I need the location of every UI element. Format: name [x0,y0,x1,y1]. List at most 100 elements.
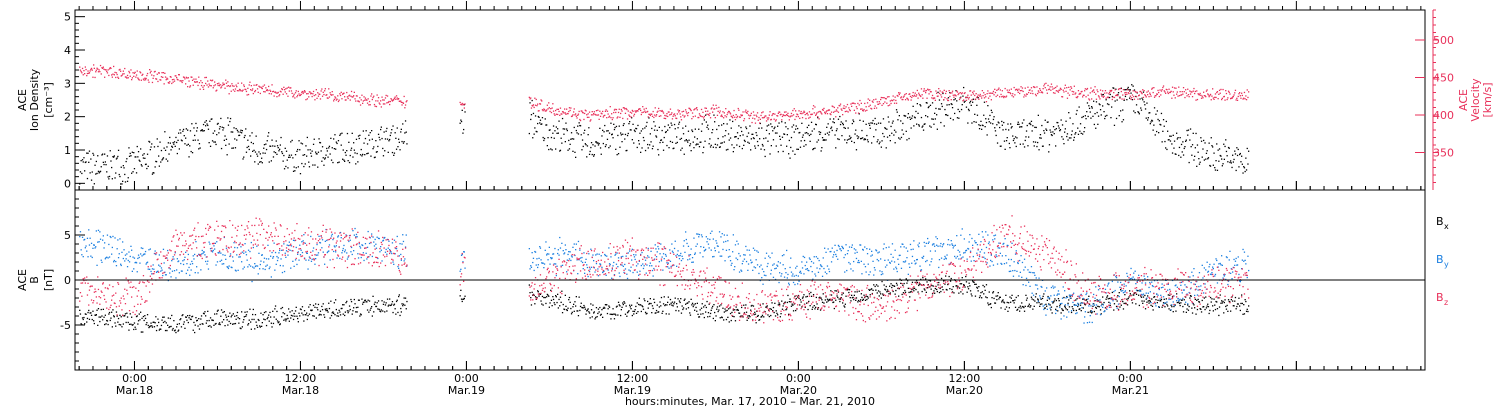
density-point [357,135,360,137]
bx-point [916,281,918,284]
bx-point [870,288,872,291]
bx-point [941,286,943,288]
density-point [1143,101,1145,103]
by-point [345,234,347,236]
velocity-point [696,107,698,109]
density-point [119,175,121,178]
density-point [353,149,355,151]
bx-point [817,308,819,310]
bx-point [1216,301,1218,303]
density-point [914,117,916,119]
density-point [81,172,83,175]
velocity-point [532,104,535,106]
density-point [281,152,284,155]
velocity-point [1140,90,1142,93]
density-point [1057,125,1060,127]
velocity-point [220,86,223,88]
velocity-point [1118,88,1120,90]
bx-point [770,308,772,310]
bx-point [140,311,142,313]
density-point [325,154,327,156]
bx-point [749,316,751,318]
bx-point [140,331,142,333]
by-point [221,263,223,265]
velocity-point [111,74,113,76]
density-point [583,132,585,134]
density-point [662,149,665,151]
bx-point [256,324,258,327]
density-point [381,137,383,140]
bx-point [1171,306,1173,308]
velocity-point [941,91,943,93]
by-point [289,249,291,251]
by-point [93,244,95,246]
velocity-point [854,103,856,105]
density-point [140,148,142,150]
density-point [827,123,829,125]
velocity-point [1180,94,1182,96]
bx-point [96,309,98,311]
density-point [93,183,95,185]
velocity-point [903,95,905,97]
bx-point [210,326,212,328]
density-point [1236,154,1239,157]
velocity-point [1108,93,1110,95]
bx-point [333,302,335,304]
density-point [198,148,200,150]
velocity-point [403,95,405,98]
bx-point [269,311,271,314]
density-point [776,132,778,134]
density-point [1091,106,1093,108]
density-point [723,123,725,125]
bx-point [157,318,159,320]
velocity-point [670,113,672,115]
density-point [1241,163,1243,165]
bx-point [247,323,250,325]
velocity-point [290,90,293,92]
density-point [367,152,369,154]
bx-point [669,298,672,301]
density-point [286,159,288,161]
by-point [341,252,343,254]
bx-point [1028,303,1030,305]
velocity-point [828,109,831,111]
density-point [306,136,308,139]
bx-point [1034,300,1036,302]
bx-point [79,309,81,311]
by-point [97,241,99,243]
density-point [401,140,403,143]
density-point [356,152,358,155]
bx-point [1186,308,1188,310]
density-point [460,119,462,121]
by-point [216,261,219,263]
density-point [659,141,661,144]
by-point [207,260,209,262]
bx-point [1205,307,1208,309]
bx-point [916,280,918,282]
bx-point [102,308,104,310]
density-point [604,145,607,148]
velocity-point [649,113,651,116]
velocity-point [1153,87,1155,89]
bx-point [131,324,133,326]
density-point [395,148,398,150]
density-point [540,123,542,125]
velocity-point [537,110,539,112]
bx-point [330,314,333,317]
velocity-point [141,74,143,76]
bx-point [1220,302,1222,304]
bx-point [853,298,855,301]
density-point [1099,109,1102,111]
density-point [1104,117,1106,120]
by-point [167,279,169,282]
bx-point [816,303,818,305]
bx-point [218,323,220,325]
velocity-point [1052,92,1055,94]
bx-point [696,310,698,312]
velocity-point [739,116,741,118]
density-point [217,122,219,125]
bx-point [216,313,218,315]
density-point [1190,146,1192,148]
density-point [234,138,236,140]
bx-point [1020,307,1022,309]
